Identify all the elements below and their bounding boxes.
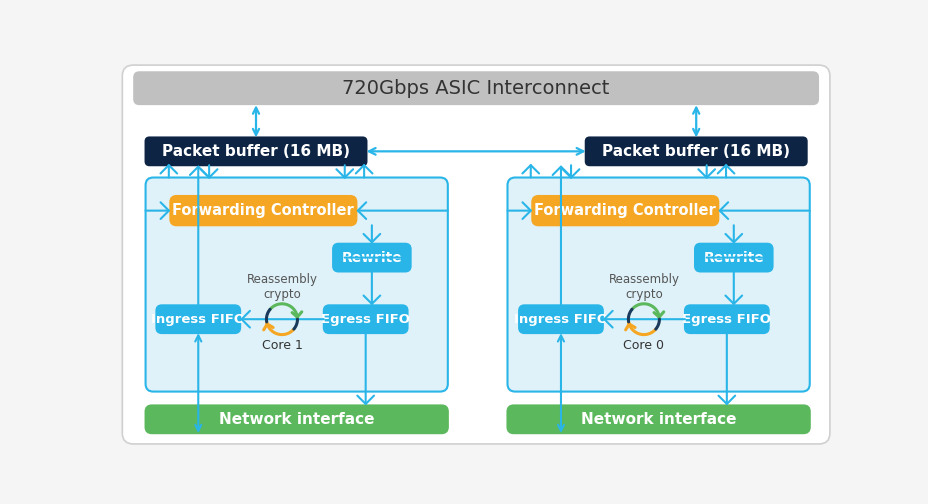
Text: Packet buffer (16 MB): Packet buffer (16 MB) [601,144,790,159]
FancyBboxPatch shape [333,244,410,272]
Text: Network interface: Network interface [219,412,374,427]
Text: Packet buffer (16 MB): Packet buffer (16 MB) [161,144,350,159]
Text: Rewrite: Rewrite [702,250,764,265]
FancyBboxPatch shape [684,305,767,333]
FancyBboxPatch shape [694,244,772,272]
FancyBboxPatch shape [146,177,447,392]
Text: Egress FIFO: Egress FIFO [321,312,410,326]
FancyBboxPatch shape [122,65,829,444]
Text: Ingress FIFO: Ingress FIFO [513,312,608,326]
Text: Egress FIFO: Egress FIFO [681,312,770,326]
FancyBboxPatch shape [324,305,407,333]
Text: Ingress FIFO: Ingress FIFO [151,312,245,326]
FancyBboxPatch shape [532,196,717,225]
Text: 720Gbps ASIC Interconnect: 720Gbps ASIC Interconnect [342,79,609,98]
FancyBboxPatch shape [519,305,602,333]
Text: Core 1: Core 1 [262,339,303,352]
FancyBboxPatch shape [156,305,239,333]
Text: Rewrite: Rewrite [342,250,402,265]
FancyBboxPatch shape [170,196,356,225]
FancyBboxPatch shape [146,405,447,433]
Text: Reassembly
crypto: Reassembly crypto [608,273,678,301]
Text: Core 0: Core 0 [623,339,664,352]
Text: Forwarding Controller: Forwarding Controller [173,203,354,218]
FancyBboxPatch shape [507,177,809,392]
Text: Forwarding Controller: Forwarding Controller [534,203,715,218]
Text: Reassembly
crypto: Reassembly crypto [246,273,317,301]
FancyBboxPatch shape [146,138,366,165]
FancyBboxPatch shape [133,71,818,105]
FancyBboxPatch shape [586,138,806,165]
FancyBboxPatch shape [507,405,809,433]
Text: Network interface: Network interface [580,412,736,427]
